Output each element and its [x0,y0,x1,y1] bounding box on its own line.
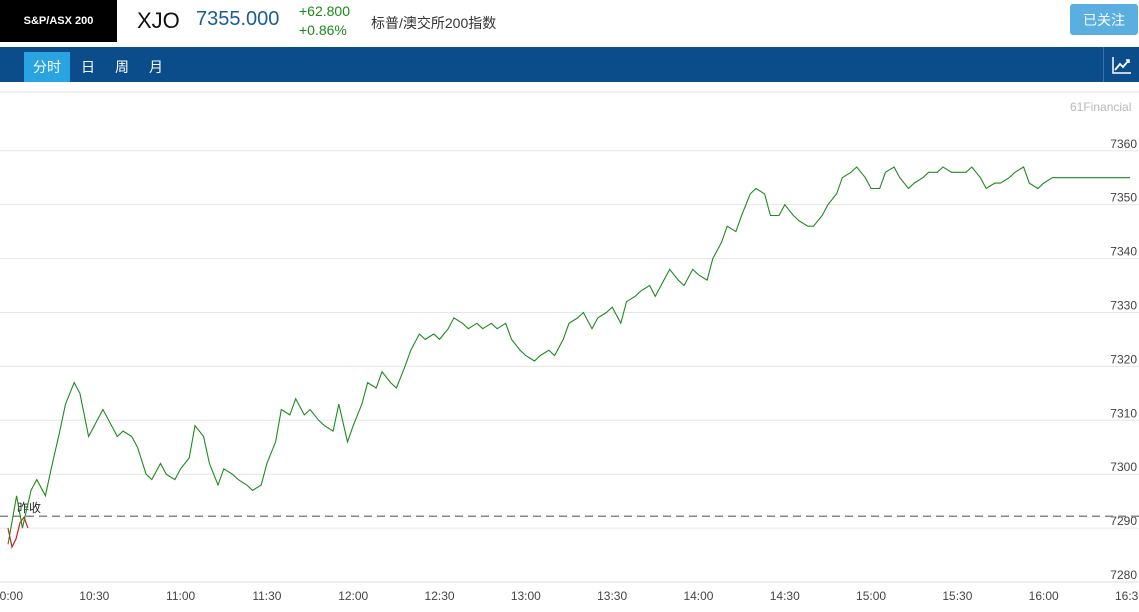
y-tick-label: 7350 [1110,191,1137,205]
x-tick-label: 13:30 [597,589,627,603]
change-percent: +0.86% [299,22,347,38]
y-tick-label: 7290 [1110,514,1137,528]
x-tick-label: 16:30 [1115,589,1139,603]
price-change: +62.800 +0.86% [299,2,350,40]
ticker-symbol: XJO [137,8,180,33]
x-tick-label: 13:00 [511,589,541,603]
y-tick-label: 7340 [1110,245,1137,259]
intraday-chart: 7280 7290 7300 7310 7320 7330 7340 7350 7360 10:0… [0,91,1139,603]
prev-close-label: 昨收 [17,501,41,515]
x-tick-label: 10:00 [0,589,23,603]
y-tick-label: 7300 [1110,460,1137,474]
tab-intraday[interactable]: 分时 [24,52,70,82]
x-tick-label: 14:30 [770,589,800,603]
y-tick-label: 7320 [1110,352,1137,366]
x-tick-label: 14:00 [683,589,713,603]
current-price: 7355.000 [196,8,280,30]
tab-weekly[interactable]: 周 [115,59,129,75]
y-tick-label: 7310 [1110,406,1137,420]
x-tick-label: 12:00 [338,589,368,603]
x-tick-label: 11:00 [166,589,195,603]
follow-button[interactable]: 已关注 [1070,4,1138,35]
x-tick-label: 15:00 [856,589,886,603]
index-logo: S&P/ASX 200 [0,0,117,42]
top-bar: S&P/ASX 200 XJO 7355.000 +62.800 +0.86% … [0,0,1139,44]
y-tick-label: 7360 [1110,137,1137,151]
line-chart-icon [1112,56,1131,74]
tab-daily[interactable]: 日 [81,59,95,75]
x-tick-label: 12:30 [425,589,455,603]
tab-monthly[interactable]: 月 [149,59,163,75]
x-tick-label: 15:30 [942,589,972,603]
x-tick-label: 11:30 [252,589,281,603]
period-tab-bar: 分时 日 周 月 [0,47,1139,82]
x-tick-label: 10:30 [79,589,109,603]
chart-type-button[interactable] [1103,47,1139,82]
price-line-down-segment [7,516,29,549]
price-line [7,166,1130,545]
x-tick-label: 16:00 [1029,589,1059,603]
y-tick-label: 7280 [1110,568,1137,582]
y-tick-label: 7330 [1110,298,1137,312]
watermark: 61Financial [1070,100,1132,114]
index-name: 标普/澳交所200指数 [371,15,497,31]
change-value: +62.800 [299,3,350,19]
